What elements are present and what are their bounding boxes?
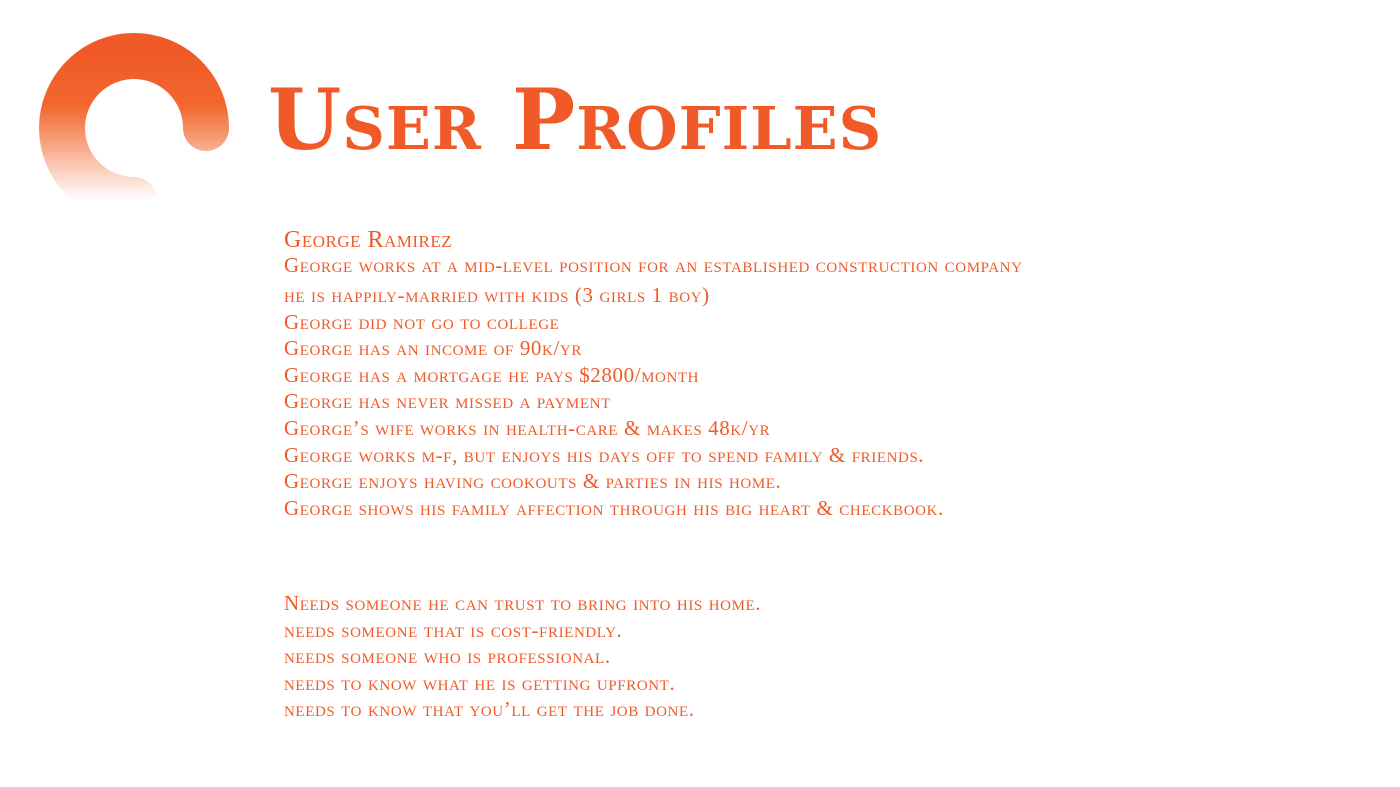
profile-details: George Ramirez George works at a mid-lev… bbox=[284, 226, 1114, 521]
profile-needs: Needs someone he can trust to bring into… bbox=[284, 590, 1114, 723]
fact-item: George did not go to college bbox=[284, 309, 560, 334]
page-title: User Profiles bbox=[268, 70, 883, 169]
need-item: needs someone who is professional. bbox=[284, 644, 611, 669]
profile-facts: George works at a mid-level position for… bbox=[284, 253, 1114, 521]
fact-item: George works at a mid-level position for… bbox=[284, 253, 1023, 277]
orange-ring-logo-icon bbox=[39, 33, 229, 223]
profile-name: George Ramirez bbox=[284, 227, 453, 253]
need-item: needs to know what he is getting upfront… bbox=[284, 670, 676, 695]
fact-item: George enjoys having cookouts & parties … bbox=[284, 469, 782, 494]
need-item: Needs someone he can trust to bring into… bbox=[284, 591, 762, 615]
fact-item: George has never missed a payment bbox=[284, 389, 611, 414]
fact-item: George works m-f, but enjoys his days of… bbox=[284, 442, 925, 467]
need-item: needs to know that you’ll get the job do… bbox=[284, 697, 695, 722]
need-item: needs someone that is cost-friendly. bbox=[284, 617, 623, 642]
fact-item: he is happily-married with kids (3 girls… bbox=[284, 283, 710, 307]
fact-item: George has a mortgage he pays $2800/mont… bbox=[284, 362, 700, 387]
fact-item: George’s wife works in health-care & mak… bbox=[284, 415, 771, 440]
fact-item: George shows his family affection throug… bbox=[284, 495, 944, 520]
fact-item: George has an income of 90k/yr bbox=[284, 336, 582, 361]
